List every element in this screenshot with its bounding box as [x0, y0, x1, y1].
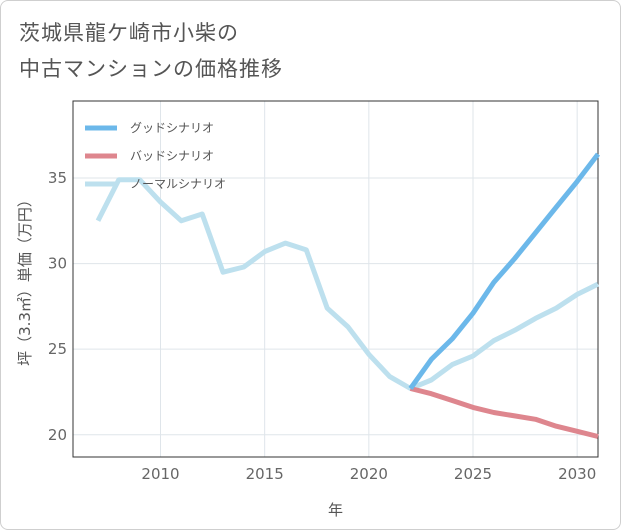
- x-tick-label: 2010: [141, 465, 179, 483]
- x-tick-label: 2015: [246, 465, 284, 483]
- y-tick-label: 35: [48, 169, 67, 187]
- y-tick-label: 30: [48, 255, 67, 273]
- x-tick-label: 2025: [454, 465, 492, 483]
- x-tick-label: 2030: [558, 465, 596, 483]
- legend-label: グッドシナリオ: [130, 121, 214, 135]
- chart-title: 茨城県龍ケ崎市小柴の 中古マンションの価格推移: [19, 15, 283, 87]
- plot-area: [72, 100, 599, 458]
- x-tick-label: 2020: [350, 465, 388, 483]
- series-line-bad: [409, 386, 599, 439]
- series-line-good: [408, 152, 600, 390]
- series-line-normal: [95, 177, 600, 391]
- x-axis-label: 年: [328, 501, 343, 519]
- y-axis-label: 坪（3.3㎡）単価（万円）: [16, 192, 34, 366]
- y-tick-label: 25: [48, 340, 67, 358]
- legend-label: ノーマルシナリオ: [130, 177, 226, 191]
- legend-label: バッドシナリオ: [130, 149, 214, 163]
- chart-title-line1: 茨城県龍ケ崎市小柴の: [19, 21, 239, 45]
- series-group: [95, 152, 600, 439]
- chart-title-line2: 中古マンションの価格推移: [19, 57, 283, 81]
- y-tick-label: 20: [48, 426, 67, 444]
